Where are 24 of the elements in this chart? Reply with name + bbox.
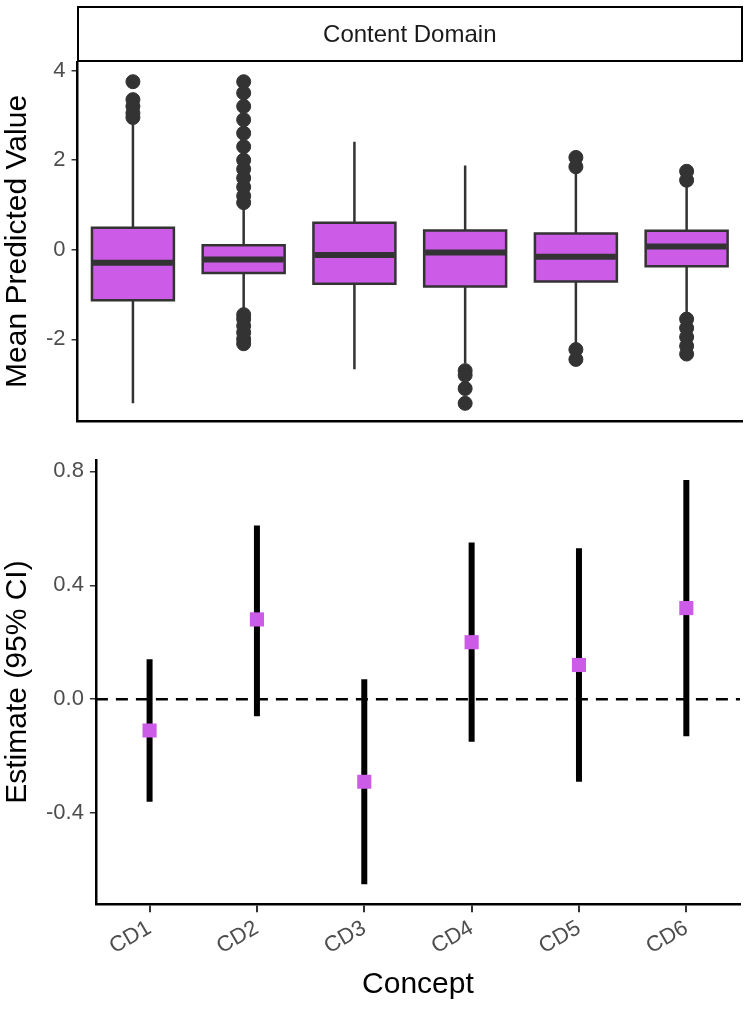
point [357, 774, 372, 789]
y-axis-title: Mean Predicted Value [0, 94, 33, 388]
x-tick-label: CD4 [426, 914, 478, 959]
x-tick-label: CD2 [211, 914, 263, 959]
point [142, 723, 157, 738]
chart-title: Content Domain [76, 6, 743, 62]
x-tick-label: CD5 [533, 914, 585, 959]
y-axis-title: Estimate (95% CI) [0, 560, 33, 804]
x-tick-label: CD1 [104, 914, 156, 959]
x-tick-label: CD6 [641, 914, 692, 959]
y-tick-label: 0.4 [53, 571, 84, 597]
y-tick-label: -2 [46, 325, 66, 351]
point [571, 657, 587, 673]
y-tick-label: 0 [53, 235, 66, 261]
point [464, 635, 479, 650]
point [249, 612, 264, 627]
x-axis-title: Concept [362, 966, 475, 1000]
point [679, 600, 694, 616]
x-tick-label: CD3 [319, 914, 370, 959]
y-tick-label: 0.0 [53, 685, 84, 711]
y-tick-label: 2 [53, 146, 66, 172]
y-tick-label: 0.8 [53, 457, 84, 483]
y-tick-label: -0.4 [45, 799, 84, 825]
y-tick-label: 4 [53, 56, 66, 82]
